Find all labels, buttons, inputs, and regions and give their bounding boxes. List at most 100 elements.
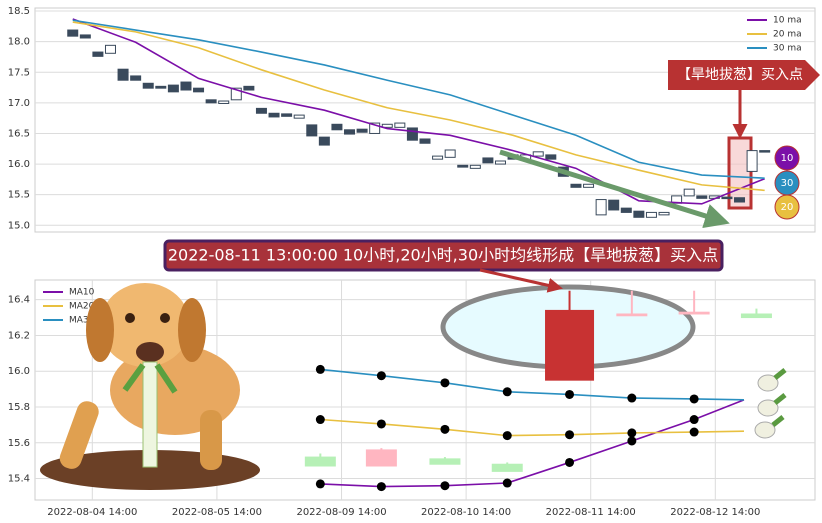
- x-tick-label: 2022-08-05 14:00: [172, 507, 262, 518]
- candle-body: [331, 123, 343, 131]
- candle-body: [255, 107, 267, 114]
- candle-body: [469, 164, 481, 169]
- ma-point: [440, 481, 450, 491]
- leek-illustration: [754, 368, 787, 439]
- ma-line: [72, 18, 765, 205]
- ma-point: [565, 457, 575, 467]
- badge: [774, 145, 800, 171]
- candle-body: [444, 149, 456, 158]
- ma-point: [315, 415, 325, 425]
- ma-point: [315, 364, 325, 374]
- candle-body: [356, 128, 368, 133]
- candle-body: [532, 151, 544, 157]
- banner: [163, 239, 724, 272]
- ma-line: [72, 21, 765, 192]
- legend-label: MA30: [69, 316, 95, 326]
- dog-illustration: [40, 283, 260, 490]
- candle-body: [696, 195, 708, 199]
- signal-box: [668, 60, 820, 90]
- candle-body: [218, 100, 230, 104]
- candle-body: [494, 160, 506, 165]
- candle-body: [620, 207, 632, 213]
- badge: [774, 194, 800, 220]
- y-tick-label: 15.4: [8, 474, 30, 485]
- y-tick-label: 15.6: [8, 438, 30, 449]
- candle-body: [491, 463, 523, 472]
- candle-body: [545, 154, 557, 160]
- signal-label: 【旱地拔葱】买入点: [677, 67, 803, 83]
- ma-point: [502, 478, 512, 488]
- candle-body: [167, 84, 179, 93]
- candle-body: [645, 211, 657, 218]
- candle-body: [293, 114, 305, 119]
- candle-body: [746, 150, 758, 172]
- candle-body: [381, 123, 393, 128]
- candle-body: [304, 456, 336, 467]
- legend-label: MA10: [69, 288, 95, 298]
- x-tick-label: 2022-08-10 14:00: [421, 507, 511, 518]
- candle-body: [429, 458, 461, 465]
- ma-point: [689, 415, 699, 425]
- y-tick-label: 17.5: [8, 67, 30, 78]
- decor-over: 【旱地拔葱】买入点 10 30 20 2022-08-11 13:00:00 1…: [40, 60, 820, 490]
- y-tick-label: 15.0: [8, 220, 30, 231]
- candle-body: [180, 81, 192, 91]
- candle-body: [457, 164, 469, 168]
- candle-body: [268, 112, 280, 118]
- y-tick-label: 18.0: [8, 37, 30, 48]
- y-tick-label: 16.2: [8, 330, 30, 341]
- x-tick-label: 2022-08-04 14:00: [47, 507, 137, 518]
- legend-label: MA20: [69, 302, 95, 312]
- candle-body: [734, 197, 746, 203]
- candle-body: [142, 82, 154, 89]
- ma-line: [320, 368, 744, 401]
- ma-point: [440, 424, 450, 434]
- ma-line: [72, 19, 765, 179]
- legend-label: 10 ma: [773, 16, 802, 26]
- candle-body: [369, 122, 381, 134]
- candle-body: [721, 196, 733, 200]
- candle-body: [344, 129, 356, 135]
- ma-point: [565, 389, 575, 399]
- candle-body: [281, 113, 293, 117]
- candle-body: [79, 34, 91, 39]
- candle-body: [155, 85, 167, 89]
- ma-point: [376, 419, 386, 429]
- ma-point: [627, 428, 637, 438]
- ma-point: [376, 371, 386, 381]
- ma-line: [320, 399, 745, 488]
- legend-label: 30 ma: [773, 44, 802, 54]
- y-tick-label: 17.0: [8, 98, 30, 109]
- ma-point: [627, 436, 637, 446]
- candle-body: [545, 309, 595, 381]
- candle-body: [608, 199, 620, 211]
- badge-label: 10: [781, 153, 794, 164]
- legend-label: 20 ma: [773, 30, 802, 40]
- candle-body: [394, 122, 406, 128]
- candle-body: [683, 188, 695, 197]
- ma-point: [502, 387, 512, 397]
- candle-body: [92, 51, 104, 57]
- candle-body: [678, 311, 710, 315]
- candle-body: [595, 199, 607, 216]
- candle-body: [67, 29, 79, 37]
- y-tick-label: 16.0: [8, 366, 30, 377]
- ma-point: [376, 482, 386, 492]
- x-tick-label: 2022-08-09 14:00: [296, 507, 386, 518]
- candle-body: [230, 87, 242, 101]
- candle-body: [205, 99, 217, 104]
- candle-body: [570, 183, 582, 188]
- candle-body: [243, 85, 255, 91]
- candle-body: [759, 150, 771, 153]
- y-tick-label: 16.5: [8, 128, 30, 139]
- candle-body: [130, 75, 142, 81]
- candle-body: [482, 157, 494, 164]
- banner-arrow: [479, 268, 563, 293]
- ma-line: [320, 418, 744, 437]
- candle-body: [104, 44, 116, 54]
- ma-point: [440, 378, 450, 388]
- candle-body: [419, 138, 431, 144]
- marks-layer: 10 ma 20 ma 30 ma MA10 MA20 MA30: [43, 16, 802, 492]
- candle-body: [306, 124, 318, 137]
